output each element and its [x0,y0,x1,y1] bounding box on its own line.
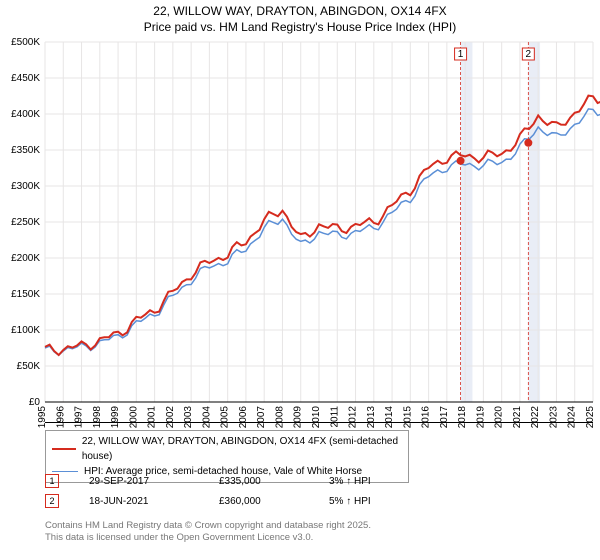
xtick-label: 2006 [238,406,249,429]
sale-marker-num-1: 1 [458,49,464,60]
chart-svg: £0£50K£100K£150K£200K£250K£300K£350K£400… [45,42,593,423]
xtick-label: 2025 [585,406,596,429]
sale-row-diff-2: 5% ↑ HPI [329,496,409,507]
legend-swatch-0 [52,448,76,450]
xtick-label: 1999 [110,406,121,429]
title-line1: 22, WILLOW WAY, DRAYTON, ABINGDON, OX14 … [0,4,600,20]
title-block: 22, WILLOW WAY, DRAYTON, ABINGDON, OX14 … [0,0,600,35]
sale-row-price-1: £335,000 [219,476,299,487]
sale-marker-dot-2 [524,139,532,147]
ytick-label: £350K [11,145,40,156]
sale-row-date-2: 18-JUN-2021 [89,496,189,507]
xtick-label: 2005 [220,406,231,429]
xtick-label: 2018 [457,406,468,429]
ytick-label: £300K [11,181,40,192]
chart-container: 22, WILLOW WAY, DRAYTON, ABINGDON, OX14 … [0,0,600,560]
sale-row-date-1: 29-SEP-2017 [89,476,189,487]
xtick-label: 1995 [37,406,48,429]
sale-row-marker-2: 2 [45,494,59,508]
xtick-label: 2009 [293,406,304,429]
legend-label-0: 22, WILLOW WAY, DRAYTON, ABINGDON, OX14 … [82,434,402,464]
xtick-label: 2000 [128,406,139,429]
xtick-label: 2010 [311,406,322,429]
ytick-label: £500K [11,37,40,48]
xtick-label: 2020 [494,406,505,429]
footer: Contains HM Land Registry data © Crown c… [45,520,371,545]
xtick-label: 1998 [92,406,103,429]
sale-row-diff-1: 3% ↑ HPI [329,476,409,487]
xtick-label: 2012 [348,406,359,429]
sale-row-marker-1: 1 [45,474,59,488]
sale-marker-num-2: 2 [526,49,532,60]
sale-marker-dot-1 [457,157,465,165]
footer-line1: Contains HM Land Registry data © Crown c… [45,520,371,532]
ytick-label: £200K [11,253,40,264]
legend-swatch-1 [52,471,78,472]
ytick-label: £450K [11,73,40,84]
xtick-label: 2013 [366,406,377,429]
xtick-label: 2002 [165,406,176,429]
xtick-label: 1996 [55,406,66,429]
ytick-label: £400K [11,109,40,120]
sale-rows: 1 29-SEP-2017 £335,000 3% ↑ HPI 2 18-JUN… [45,474,565,514]
xtick-label: 2008 [274,406,285,429]
xtick-label: 2004 [201,406,212,429]
xtick-label: 2015 [402,406,413,429]
xtick-label: 2019 [475,406,486,429]
ytick-label: £250K [11,217,40,228]
xtick-label: 2021 [512,406,523,429]
xtick-label: 2023 [548,406,559,429]
title-line2: Price paid vs. HM Land Registry's House … [0,20,600,36]
ytick-label: £100K [11,325,40,336]
xtick-label: 2007 [256,406,267,429]
legend-row-0: 22, WILLOW WAY, DRAYTON, ABINGDON, OX14 … [52,434,402,464]
xtick-label: 2003 [183,406,194,429]
xtick-label: 2024 [567,406,578,429]
sale-row-price-2: £360,000 [219,496,299,507]
ytick-label: £50K [17,361,41,372]
footer-line2: This data is licensed under the Open Gov… [45,532,371,544]
xtick-label: 2014 [384,406,395,429]
series-hpi [45,109,600,355]
ytick-label: £150K [11,289,40,300]
xtick-label: 2001 [147,406,158,429]
xtick-label: 2011 [329,406,340,428]
series-subject [45,96,600,355]
sale-row-2: 2 18-JUN-2021 £360,000 5% ↑ HPI [45,494,565,508]
xtick-label: 1997 [74,406,85,429]
sale-row-1: 1 29-SEP-2017 £335,000 3% ↑ HPI [45,474,565,488]
xtick-label: 2017 [439,406,450,429]
xtick-label: 2022 [530,406,541,429]
xtick-label: 2016 [421,406,432,429]
